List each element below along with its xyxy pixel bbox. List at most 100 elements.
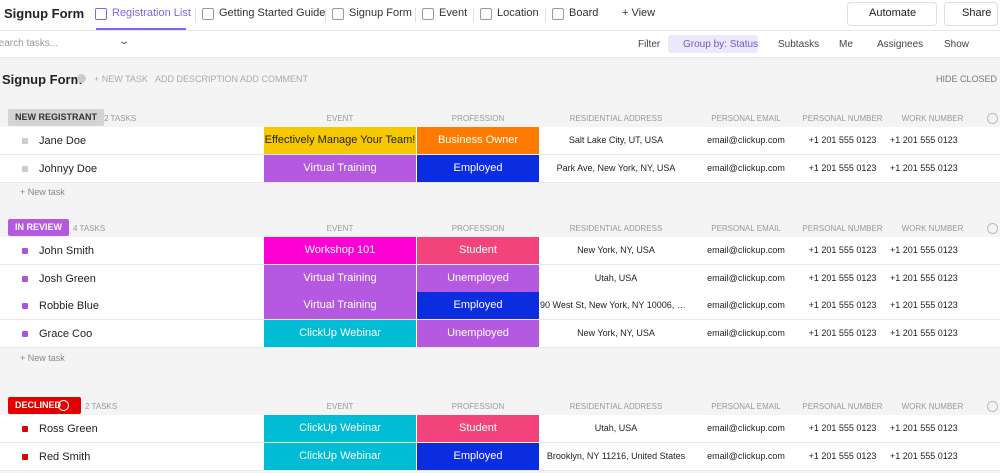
cell-address: Utah, USA [594,272,638,283]
tab[interactable]: Board [569,7,599,19]
status-square [22,248,28,254]
cell-address: 90 West St, New York, NY 10006, USA [540,300,692,311]
toolbar-filter[interactable]: Filter [638,39,661,50]
cell-event[interactable]: Virtual Training [264,292,417,320]
column-header: PERSONAL NUMBER [802,224,883,233]
add-column[interactable] [987,401,998,412]
column-header: PERSONAL NUMBER [802,402,883,411]
top-bar [0,0,1000,31]
task-name[interactable]: Red Smith [39,450,91,463]
cell-profession[interactable]: Unemployed [417,320,539,348]
info-icon [77,74,86,83]
add-description[interactable]: ADD DESCRIPTION [155,74,239,84]
tab[interactable]: Event [439,7,468,19]
new-task-link[interactable]: + NEW TASK [94,74,148,84]
tab-separator [195,8,196,22]
status-square [22,275,28,282]
group-by-bg [668,35,758,53]
share-label[interactable]: Share [962,7,992,19]
toolbar-assignees[interactable]: Assignees [877,39,924,50]
cell-event[interactable]: ClickUp Webinar [264,415,417,442]
column-header: EVENT [326,114,354,123]
tab[interactable]: Signup Form [349,7,412,19]
toolbar [0,31,1000,58]
task-count: 4 TASKS [73,224,106,233]
cell-personal: +1 201 555 0123 [808,245,877,255]
cell-profession[interactable]: Student [417,237,539,264]
cell-email: email@clickup.com [707,328,785,339]
automate-button[interactable] [847,2,937,26]
cell-personal: +1 201 555 0123 [808,328,877,339]
toolbar-show[interactable]: Show [944,39,970,50]
cell-profession[interactable]: Employed [417,154,539,182]
cell-work: +1 201 555 0123 [890,272,958,283]
cell-work: +1 201 555 0123 [890,328,958,339]
task-count: 2 TASKS [85,402,118,411]
column-header: EVENT [326,402,354,411]
column-header: PERSONAL EMAIL [711,224,781,233]
task-name[interactable]: Grace Coo [39,328,93,341]
new-task-row[interactable]: + New task [20,187,65,198]
add-comment[interactable]: ADD COMMENT [240,74,308,84]
cell-address: New York, NY, USA [577,328,655,339]
cell-personal: +1 201 555 0123 [808,300,877,311]
task-name[interactable]: Robbie Blue [39,300,99,313]
cell-work: +1 201 555 0123 [890,450,958,461]
cell-address: Brooklyn, NY 11216, United States [546,450,686,461]
cell-work: +1 201 555 0123 [890,300,958,311]
new-task-row[interactable]: + New task [20,352,65,363]
cell-event[interactable]: Effectively Manage Your Team! [264,127,417,154]
tab[interactable]: Getting Started Guide [219,7,326,19]
add-column[interactable] [987,113,998,124]
add-view[interactable]: + View [622,7,656,19]
cell-email: email@clickup.com [707,423,785,433]
cell-address: Salt Lake City, UT, USA [568,135,664,145]
cell-address: New York, NY, USA [577,245,655,255]
cell-event[interactable]: ClickUp Webinar [264,442,417,470]
status-check [58,400,69,411]
column-header: WORK NUMBER [901,114,964,123]
add-column[interactable] [987,223,998,234]
cell-profession[interactable]: Unemployed [417,264,539,292]
toolbar-group-by[interactable]: Group by: Status [683,39,759,50]
task-name[interactable]: Ross Green [39,423,98,435]
share-button[interactable] [944,2,998,26]
status-square [22,453,28,460]
tab[interactable]: Location [497,7,539,19]
column-header: RESIDENTIAL ADDRESS [569,114,663,123]
cell-event[interactable]: Virtual Training [264,154,417,182]
status-square [22,426,28,432]
cell-email: email@clickup.com [707,135,785,145]
cell-personal: +1 201 555 0123 [808,272,877,283]
cell-profession[interactable]: Employed [417,442,539,470]
column-header: EVENT [326,224,354,233]
task-name[interactable]: John Smith [39,245,95,257]
cell-work: +1 201 555 0123 [890,423,958,433]
tab-separator [545,8,546,22]
cell-personal: +1 201 555 0123 [808,162,877,173]
cell-personal: +1 201 555 0123 [808,423,877,433]
cell-event[interactable]: Workshop 101 [264,237,417,264]
cell-work: +1 201 555 0123 [890,135,958,145]
tab[interactable]: Registration List [112,7,191,19]
hide-closed[interactable]: HIDE CLOSED [936,74,998,84]
toolbar-me[interactable]: Me [839,39,853,50]
app-title: Signup Form [4,6,85,21]
cell-event[interactable]: ClickUp Webinar [264,320,417,348]
automate-label[interactable]: Automate [869,7,917,19]
tab-separator [415,8,416,22]
cell-profession[interactable]: Employed [417,292,539,320]
status-square [22,303,28,310]
column-header: PERSONAL NUMBER [802,114,883,123]
cell-event[interactable]: Virtual Training [264,264,417,292]
column-header: PERSONAL EMAIL [711,402,781,411]
toolbar-subtasks[interactable]: Subtasks [778,39,820,50]
search-input[interactable]: Search tasks... [0,38,59,49]
cell-address: Utah, USA [594,423,638,433]
task-name[interactable]: Johnyy Doe [39,162,98,175]
cell-profession[interactable]: Student [417,415,539,442]
task-name[interactable]: Jane Doe [39,135,87,147]
cell-profession[interactable]: Business Owner [417,127,539,154]
task-name[interactable]: Josh Green [39,272,96,285]
